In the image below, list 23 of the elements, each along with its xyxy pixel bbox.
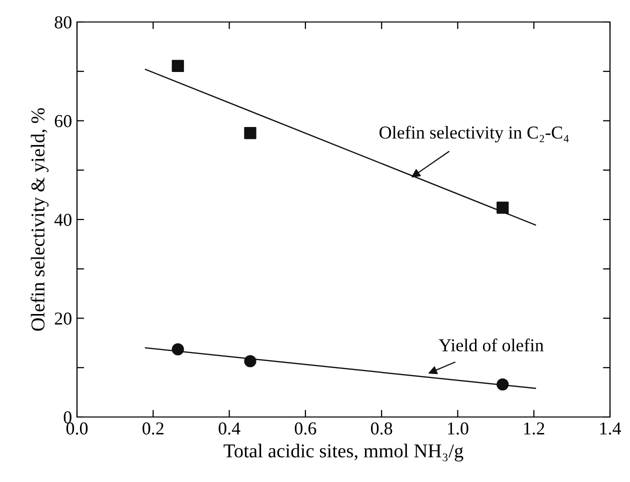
x-tick-label: 1.0 bbox=[448, 422, 468, 435]
annotation: Yield of olefin bbox=[438, 338, 544, 352]
x-tick-label: 0.6 bbox=[294, 422, 316, 435]
point bbox=[244, 127, 256, 140]
annotation: Olefin selectivity in C₂-C₄ bbox=[380, 126, 569, 142]
y-tick-label: 0 bbox=[64, 411, 72, 424]
x-tick-label: 0.4 bbox=[218, 422, 240, 435]
y-tick-label: 80 bbox=[54, 16, 72, 28]
x-tick-label: 0.2 bbox=[142, 422, 164, 435]
point bbox=[172, 60, 184, 72]
y-tick-label: 60 bbox=[54, 115, 72, 128]
x-tick-label: 1.4 bbox=[600, 422, 622, 435]
point bbox=[496, 378, 509, 390]
y-tick-label: 20 bbox=[54, 312, 72, 325]
point bbox=[496, 202, 509, 214]
y-tick-label: 40 bbox=[54, 214, 72, 226]
y-axis-title: Olefin selectivity & yield, % bbox=[30, 108, 49, 331]
x-tick-label: 0.0 bbox=[66, 422, 88, 435]
point bbox=[244, 355, 256, 368]
x-axis-title: Total acidic sites, mmol NH₃/g bbox=[224, 444, 464, 462]
x-tick-label: 0.8 bbox=[370, 422, 392, 435]
x-tick-label: 1.2 bbox=[524, 422, 544, 435]
point bbox=[172, 343, 184, 356]
